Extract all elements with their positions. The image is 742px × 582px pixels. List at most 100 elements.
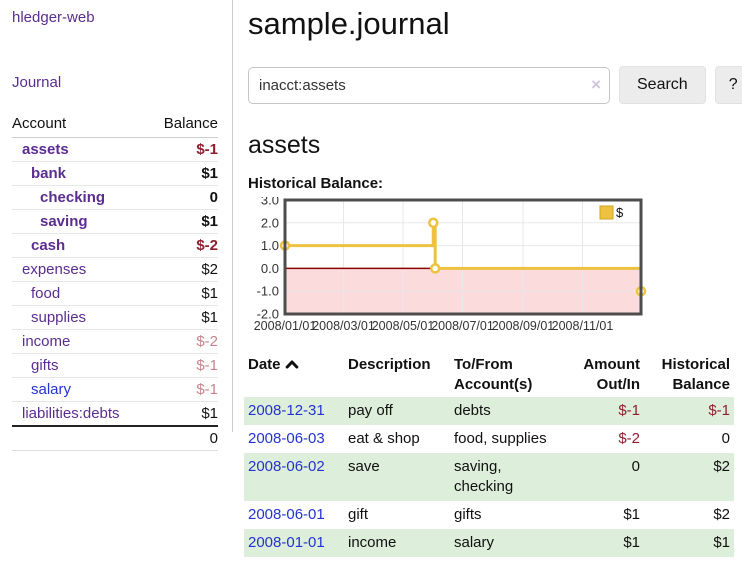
- account-balance: $1: [148, 305, 218, 330]
- sidebar-item-journal[interactable]: Journal: [12, 74, 62, 91]
- account-balance: $2: [148, 257, 218, 282]
- account-balance: $-2: [148, 233, 218, 258]
- account-link[interactable]: bank: [31, 165, 67, 182]
- account-link[interactable]: checking: [40, 189, 106, 206]
- register-date-link[interactable]: 2008-06-03: [248, 430, 325, 447]
- accounts-total-row: 0: [12, 425, 218, 451]
- account-row: cash $-2: [12, 233, 218, 258]
- register-description: eat & shop: [348, 430, 420, 447]
- register-description: pay off: [344, 397, 450, 425]
- svg-text:2008/07/01: 2008/07/01: [431, 319, 494, 333]
- account-balance: $-1: [148, 353, 218, 378]
- register-balance: $2: [644, 453, 734, 501]
- svg-text:$: $: [616, 205, 624, 220]
- account-balance: $1: [148, 161, 218, 186]
- register-amount: $-1: [560, 397, 644, 425]
- account-balance: $1: [148, 209, 218, 234]
- svg-text:2008/03/01: 2008/03/01: [312, 319, 375, 333]
- svg-text:2.0: 2.0: [261, 215, 279, 230]
- register-row[interactable]: 2008-06-01 gift gifts $1 $2: [244, 501, 734, 529]
- register-amount: 0: [560, 453, 644, 501]
- account-link[interactable]: saving: [40, 213, 88, 230]
- sort-ascending-icon: [285, 356, 299, 376]
- register-row[interactable]: 2008-06-03 eat & shop food, supplies $-2 0: [244, 425, 734, 453]
- sidebar: hledger-web Journal Account Balance asse…: [0, 0, 233, 451]
- help-button[interactable]: ?: [714, 66, 742, 104]
- account-link[interactable]: supplies: [31, 309, 87, 326]
- register-date-link[interactable]: 2008-06-02: [248, 458, 325, 475]
- clear-search-icon[interactable]: ×: [591, 74, 601, 94]
- register-amount: $1: [623, 506, 640, 523]
- account-row: gifts $-1: [12, 353, 218, 378]
- account-link[interactable]: liabilities:debts: [22, 405, 120, 422]
- account-link[interactable]: food: [31, 285, 61, 302]
- register-description: save: [344, 453, 450, 501]
- register-amount: $-2: [618, 430, 640, 447]
- register-description: income: [344, 529, 450, 557]
- search-input[interactable]: [248, 66, 610, 104]
- account-balance: $-1: [196, 141, 218, 158]
- accounts-total-value: 0: [148, 425, 218, 451]
- register-accounts: gifts: [454, 506, 482, 523]
- account-row: assets $-1: [12, 138, 218, 162]
- account-link[interactable]: gifts: [31, 357, 59, 374]
- account-balance: $1: [148, 401, 218, 426]
- app-brand-link[interactable]: hledger-web: [12, 9, 95, 26]
- register-header-amount[interactable]: Amount Out/In: [583, 356, 640, 393]
- accounts-header-balance: Balance: [148, 112, 218, 138]
- account-link[interactable]: expenses: [22, 261, 87, 278]
- chart-canvas: $3.0 2.0 1.0 0.0 -1.0 -2.02008/01/012008/03/0…: [254, 193, 647, 333]
- register-header-accounts[interactable]: To/From Account(s): [454, 356, 533, 393]
- account-row: saving $1: [12, 209, 218, 234]
- accounts-header-account: Account: [12, 112, 149, 138]
- account-link[interactable]: salary: [31, 381, 72, 398]
- account-balance: $-2: [148, 329, 218, 354]
- svg-text:2008/11/01: 2008/11/01: [552, 319, 614, 333]
- account-row: salary $-1: [12, 377, 218, 402]
- chart-title: Historical Balance:: [248, 175, 384, 192]
- account-row: supplies $1: [12, 305, 218, 330]
- svg-text:2008/01/01: 2008/01/01: [254, 319, 317, 333]
- search-button[interactable]: Search: [619, 66, 706, 104]
- register-balance: $2: [713, 506, 730, 523]
- register-table: Date Description To/From Account(s) Amou…: [244, 353, 734, 557]
- svg-text:2008/05/01: 2008/05/01: [372, 319, 435, 333]
- register-accounts: food, supplies: [454, 430, 547, 447]
- register-date-link[interactable]: 2008-01-01: [248, 534, 325, 551]
- register-balance: $1: [644, 529, 734, 557]
- account-heading: assets: [248, 131, 321, 159]
- account-link[interactable]: assets: [22, 141, 69, 158]
- historical-balance-chart[interactable]: $3.0 2.0 1.0 0.0 -1.0 -2.0 2008/01/01 2008/03/0…: [248, 193, 738, 339]
- account-row: food $1: [12, 281, 218, 306]
- account-balance: 0: [148, 185, 218, 210]
- svg-text:2008/09/01: 2008/09/01: [492, 319, 555, 333]
- svg-text:-2.0: -2.0: [257, 307, 279, 322]
- register-header-date[interactable]: Date: [244, 353, 344, 397]
- account-row: checking 0: [12, 185, 218, 210]
- register-description: gift: [348, 506, 369, 523]
- svg-text:0.0: 0.0: [261, 261, 279, 276]
- register-date-link[interactable]: 2008-06-01: [248, 506, 325, 523]
- svg-text:-1.0: -1.0: [257, 284, 279, 299]
- register-date-link[interactable]: 2008-12-31: [248, 402, 325, 419]
- register-accounts: salary: [450, 529, 560, 557]
- account-row: income $-2: [12, 329, 218, 354]
- account-row: liabilities:debts $1: [12, 401, 218, 426]
- register-header-description[interactable]: Description: [348, 356, 431, 373]
- register-header-balance[interactable]: Historical Balance: [661, 356, 730, 393]
- register-amount: $1: [560, 529, 644, 557]
- search-bar: × Search ?: [248, 66, 742, 104]
- account-link[interactable]: income: [22, 333, 71, 350]
- svg-text:3.0: 3.0: [261, 197, 279, 208]
- account-balance: $1: [148, 281, 218, 306]
- register-balance: 0: [721, 430, 730, 447]
- svg-text:1.0: 1.0: [261, 238, 279, 253]
- register-accounts: saving, checking: [450, 453, 560, 501]
- register-row[interactable]: 2008-12-31 pay off debts $-1 $-1: [244, 397, 734, 425]
- account-row: expenses $2: [12, 257, 218, 282]
- register-row[interactable]: 2008-01-01 income salary $1 $1: [244, 529, 734, 557]
- account-row: bank $1: [12, 161, 218, 186]
- register-row[interactable]: 2008-06-02 save saving, checking 0 $2: [244, 453, 734, 501]
- account-link[interactable]: cash: [31, 237, 66, 254]
- main-content: sample.journal × Search ? assets Histori…: [233, 0, 742, 557]
